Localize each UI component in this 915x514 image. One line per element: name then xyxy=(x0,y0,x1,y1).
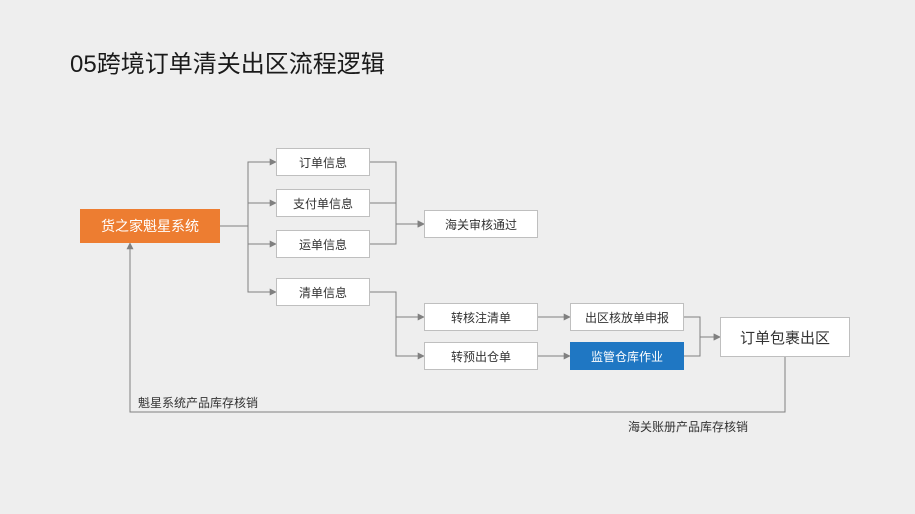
node-pass: 海关审核通过 xyxy=(424,210,538,238)
caption-cap1: 魁星系统产品库存核销 xyxy=(138,394,258,411)
edge xyxy=(370,292,424,356)
edge xyxy=(220,203,276,226)
caption-cap2: 海关账册产品库存核销 xyxy=(628,418,748,435)
edge xyxy=(220,162,276,226)
edge xyxy=(684,337,720,356)
edge xyxy=(220,226,276,244)
edge xyxy=(220,226,276,292)
node-d2: 监管仓库作业 xyxy=(570,342,684,370)
node-d1: 出区核放单申报 xyxy=(570,303,684,331)
node-n4: 清单信息 xyxy=(276,278,370,306)
node-n2: 支付单信息 xyxy=(276,189,370,217)
node-n1: 订单信息 xyxy=(276,148,370,176)
node-c2: 转预出仓单 xyxy=(424,342,538,370)
node-final: 订单包裹出区 xyxy=(720,317,850,357)
edge xyxy=(684,317,720,337)
edge xyxy=(370,224,424,244)
node-root: 货之家魁星系统 xyxy=(80,209,220,243)
page-title: 05跨境订单清关出区流程逻辑 xyxy=(70,44,385,79)
node-n3: 运单信息 xyxy=(276,230,370,258)
edge xyxy=(370,292,424,317)
node-c1: 转核注清单 xyxy=(424,303,538,331)
edge xyxy=(370,203,424,224)
edge xyxy=(370,162,424,224)
